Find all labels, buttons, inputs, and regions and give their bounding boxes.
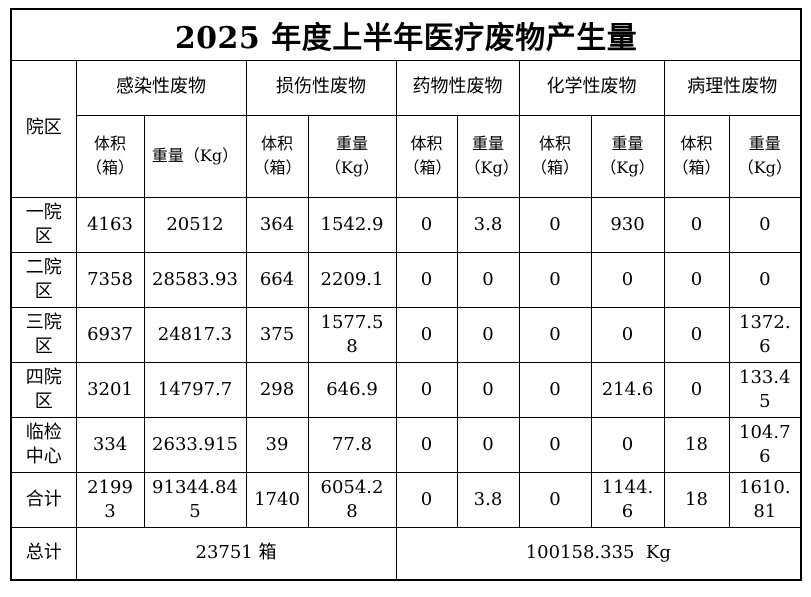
cell: 0 — [456, 416, 520, 473]
cell: 1542.9 — [307, 196, 397, 253]
cell: 214.6 — [590, 361, 665, 418]
cell: 0 — [518, 416, 592, 473]
cell: 24817.3 — [143, 306, 247, 363]
cell: 0 — [590, 416, 665, 473]
cell: 0 — [590, 306, 665, 363]
cell: 0 — [663, 196, 730, 253]
cell: 6937 — [75, 306, 145, 363]
cell: 91344.845 — [143, 471, 247, 528]
table-row-lab-center: 临检中心 334 2633.915 39 77.8 0 0 0 0 18 104… — [10, 416, 802, 473]
cell: 0 — [663, 361, 730, 418]
cell: 18 — [663, 416, 730, 473]
cell: 3201 — [75, 361, 145, 418]
cell: 1144.6 — [590, 471, 665, 528]
table-title-row: 2025 年度上半年医疗废物产生量 — [10, 8, 802, 61]
medical-waste-table: 2025 年度上半年医疗废物产生量 院区 感染性废物 损伤性废物 药物性废物 化… — [10, 8, 803, 581]
group-header-infectious-waste: 感染性废物 — [75, 59, 247, 116]
cell: 7358 — [75, 251, 145, 308]
col-header-campus: 院区 — [10, 59, 77, 198]
cell: 0 — [456, 306, 520, 363]
cell: 364 — [245, 196, 309, 253]
row-label: 临检中心 — [10, 416, 77, 473]
cell: 0 — [456, 361, 520, 418]
row-label: 合计 — [10, 471, 77, 528]
cell: 77.8 — [307, 416, 397, 473]
cell: 1577.58 — [307, 306, 397, 363]
cell: 0 — [395, 416, 458, 473]
col-header-volume-sharps: 体积（箱） — [245, 114, 309, 198]
cell: 0 — [395, 306, 458, 363]
grand-total-label: 总计 — [10, 526, 77, 581]
grand-total-volume: 23751 箱 — [75, 526, 397, 581]
cell: 28583.93 — [143, 251, 247, 308]
cell: 0 — [728, 196, 802, 253]
cell: 4163 — [75, 196, 145, 253]
page-title: 2025 年度上半年医疗废物产生量 — [10, 8, 802, 61]
cell: 0 — [518, 196, 592, 253]
col-header-volume-pathological: 体积（箱） — [663, 114, 730, 198]
cell: 0 — [395, 196, 458, 253]
cell: 1372.6 — [728, 306, 802, 363]
cell: 21993 — [75, 471, 145, 528]
cell: 0 — [395, 361, 458, 418]
group-header-chemical-waste: 化学性废物 — [518, 59, 665, 116]
grand-total-row: 总计 23751 箱 100158.335 Kg — [10, 526, 802, 581]
cell: 0 — [395, 471, 458, 528]
cell: 334 — [75, 416, 145, 473]
cell: 298 — [245, 361, 309, 418]
row-label: 四院区 — [10, 361, 77, 418]
cell: 14797.7 — [143, 361, 247, 418]
cell: 1740 — [245, 471, 309, 528]
cell: 3.8 — [456, 471, 520, 528]
cell: 664 — [245, 251, 309, 308]
group-header-pharmaceutical-waste: 药物性废物 — [395, 59, 520, 116]
col-header-volume-pharmaceutical: 体积（箱） — [395, 114, 458, 198]
cell: 0 — [663, 251, 730, 308]
cell: 1610.81 — [728, 471, 802, 528]
col-header-volume-infectious: 体积（箱） — [75, 114, 145, 198]
col-header-weight-pathological: 重量（Kg） — [728, 114, 802, 198]
cell: 133.45 — [728, 361, 802, 418]
row-label: 二院区 — [10, 251, 77, 308]
col-header-weight-sharps: 重量（Kg） — [307, 114, 397, 198]
cell: 0 — [663, 306, 730, 363]
cell: 0 — [456, 251, 520, 308]
cell: 646.9 — [307, 361, 397, 418]
col-header-weight-chemical: 重量（Kg） — [590, 114, 665, 198]
cell: 2209.1 — [307, 251, 397, 308]
table-row-subtotal: 合计 21993 91344.845 1740 6054.28 0 3.8 0 … — [10, 471, 802, 528]
cell: 930 — [590, 196, 665, 253]
col-header-weight-pharmaceutical: 重量（Kg） — [456, 114, 520, 198]
table-row-campus-2: 二院区 7358 28583.93 664 2209.1 0 0 0 0 0 0 — [10, 251, 802, 308]
cell: 0 — [518, 251, 592, 308]
group-header-row: 院区 感染性废物 损伤性废物 药物性废物 化学性废物 病理性废物 — [10, 59, 802, 198]
cell: 0 — [728, 251, 802, 308]
cell: 104.76 — [728, 416, 802, 473]
cell: 3.8 — [456, 196, 520, 253]
row-label: 三院区 — [10, 306, 77, 363]
cell: 0 — [590, 251, 665, 308]
cell: 0 — [518, 306, 592, 363]
cell: 375 — [245, 306, 309, 363]
cell: 39 — [245, 416, 309, 473]
cell: 18 — [663, 471, 730, 528]
table-row-campus-1: 一院区 4163 20512 364 1542.9 0 3.8 0 930 0 … — [10, 196, 802, 253]
group-header-sharps-waste: 损伤性废物 — [245, 59, 397, 116]
cell: 2633.915 — [143, 416, 247, 473]
cell: 0 — [395, 251, 458, 308]
cell: 0 — [518, 361, 592, 418]
table-row-campus-4: 四院区 3201 14797.7 298 646.9 0 0 0 214.6 0… — [10, 361, 802, 418]
row-label: 一院区 — [10, 196, 77, 253]
grand-total-weight: 100158.335 Kg — [395, 526, 802, 581]
col-header-volume-chemical: 体积（箱） — [518, 114, 592, 198]
sub-header-row: 体积（箱） 重量（Kg） 体积（箱） 重量（Kg） 体积（箱） 重量（Kg） 体… — [11, 114, 802, 198]
cell: 0 — [518, 471, 592, 528]
cell: 6054.28 — [307, 471, 397, 528]
group-header-pathological-waste: 病理性废物 — [663, 59, 802, 116]
col-header-weight-infectious: 重量（Kg） — [143, 114, 247, 198]
cell: 20512 — [143, 196, 247, 253]
table-row-campus-3: 三院区 6937 24817.3 375 1577.58 0 0 0 0 0 1… — [10, 306, 802, 363]
